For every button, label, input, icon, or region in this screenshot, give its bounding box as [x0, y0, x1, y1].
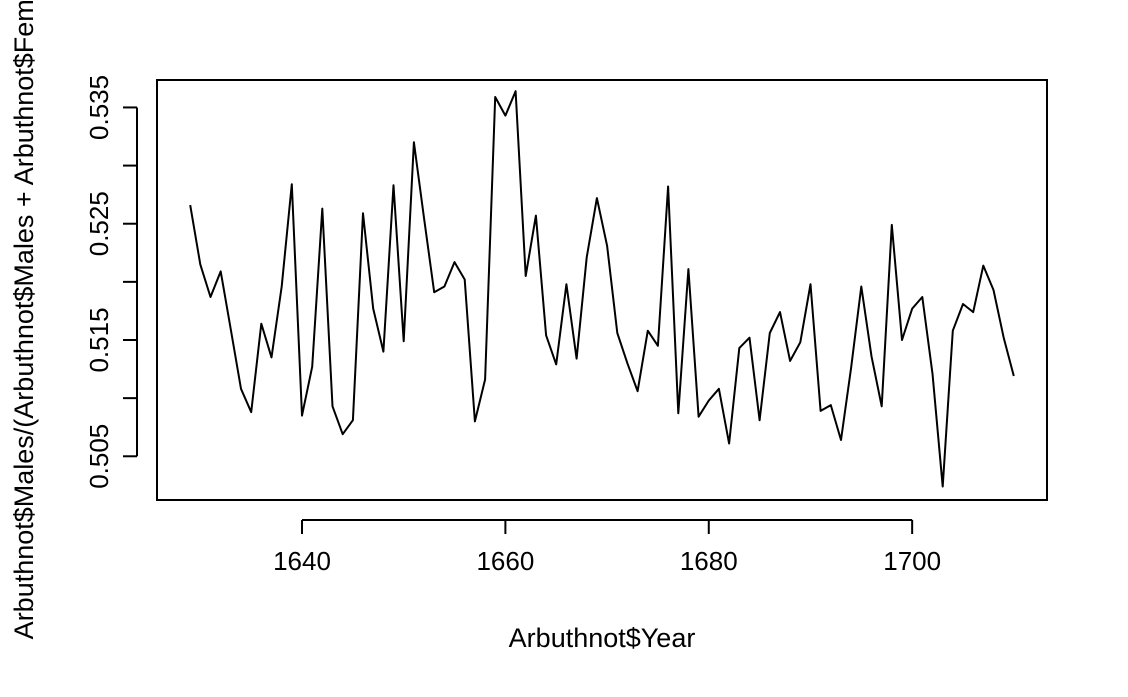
y-tick-label: 0.505 [84, 424, 114, 489]
y-tick-label: 0.515 [84, 307, 114, 372]
x-tick-label: 1680 [680, 546, 738, 576]
y-tick-label: 0.535 [84, 75, 114, 140]
y-tick-label: 0.525 [84, 191, 114, 256]
series-line [189, 90, 1015, 488]
series-layer [189, 90, 1015, 488]
x-tick-label: 1660 [476, 546, 534, 576]
y-axis-title: Arbuthnot$Males/(Arbuthnot$Males + Arbut… [9, 0, 39, 639]
x-tick-label: 1700 [883, 546, 941, 576]
plot-frame [156, 79, 1048, 501]
x-tick-label: 1640 [273, 546, 331, 576]
y-axis: 0.505 0.515 0.525 0.535 [84, 75, 138, 489]
x-axis: 1640 1660 1680 1700 [273, 519, 941, 576]
x-axis-title: Arbuthnot$Year [509, 623, 696, 653]
